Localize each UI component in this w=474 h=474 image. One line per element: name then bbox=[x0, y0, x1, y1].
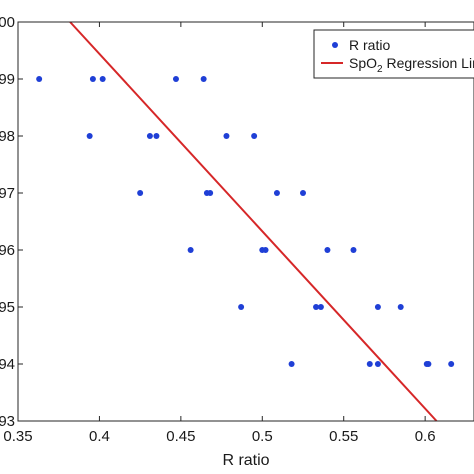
legend-label-regression-sub: 2 bbox=[377, 64, 383, 75]
legend-label-regression-rest: Regression Line bbox=[383, 55, 474, 71]
data-layer bbox=[36, 21, 455, 422]
data-point bbox=[89, 76, 96, 82]
x-tick-label: 0.35 bbox=[3, 428, 32, 445]
x-tick-label: 0.55 bbox=[329, 428, 358, 445]
legend-box bbox=[313, 29, 474, 79]
legend-label-r-ratio: R ratio bbox=[349, 37, 390, 53]
y-tick-label: 95 bbox=[0, 299, 15, 316]
data-point bbox=[146, 133, 153, 139]
data-point bbox=[374, 304, 381, 310]
data-point bbox=[137, 190, 144, 196]
data-point bbox=[238, 304, 245, 310]
x-tick-label: 0.45 bbox=[166, 428, 195, 445]
data-point bbox=[397, 304, 404, 310]
data-point bbox=[313, 304, 320, 310]
y-tick-label: 93 bbox=[0, 413, 15, 430]
data-point bbox=[350, 247, 357, 253]
x-tick-label: 0.5 bbox=[252, 428, 273, 445]
data-point bbox=[187, 247, 194, 253]
data-point bbox=[86, 133, 93, 139]
y-tick-label: 99 bbox=[0, 71, 15, 88]
y-tick-label: 98 bbox=[0, 128, 15, 145]
x-tick-label: 0.6 bbox=[415, 428, 436, 445]
data-point bbox=[99, 76, 106, 82]
data-point bbox=[366, 361, 373, 367]
x-tick-label: 0.4 bbox=[89, 428, 110, 445]
legend-label-regression-main: SpO bbox=[349, 55, 377, 71]
data-point bbox=[223, 133, 230, 139]
data-point bbox=[153, 133, 160, 139]
legend-marker-r-ratio bbox=[332, 42, 338, 48]
data-point bbox=[425, 361, 432, 367]
data-point bbox=[262, 247, 269, 253]
data-point bbox=[273, 190, 280, 196]
data-point bbox=[172, 76, 179, 82]
y-tick-label: 97 bbox=[0, 185, 15, 202]
data-point bbox=[288, 361, 295, 367]
data-point bbox=[300, 190, 306, 196]
data-point bbox=[374, 361, 381, 367]
data-point bbox=[317, 304, 324, 310]
legend: R ratio SpO2 Regression Line bbox=[313, 29, 474, 79]
ticks-layer: 0.35 0.4 0.45 0.5 0.55 0.6 93 94 95 96 97 98 99 100 bbox=[0, 14, 436, 445]
y-tick-label: 96 bbox=[0, 242, 15, 259]
data-point bbox=[207, 190, 214, 196]
data-point bbox=[200, 76, 207, 82]
legend-label-regression: SpO2 Regression Line bbox=[349, 55, 474, 75]
plot-frame bbox=[17, 21, 474, 422]
x-axis-title: R ratio bbox=[222, 452, 269, 469]
regression-line bbox=[69, 21, 438, 422]
data-point bbox=[36, 76, 43, 82]
data-point bbox=[324, 247, 331, 253]
y-tick-label: 100 bbox=[0, 14, 15, 31]
data-point bbox=[251, 133, 258, 139]
data-point bbox=[448, 361, 455, 367]
y-tick-label: 94 bbox=[0, 356, 15, 373]
